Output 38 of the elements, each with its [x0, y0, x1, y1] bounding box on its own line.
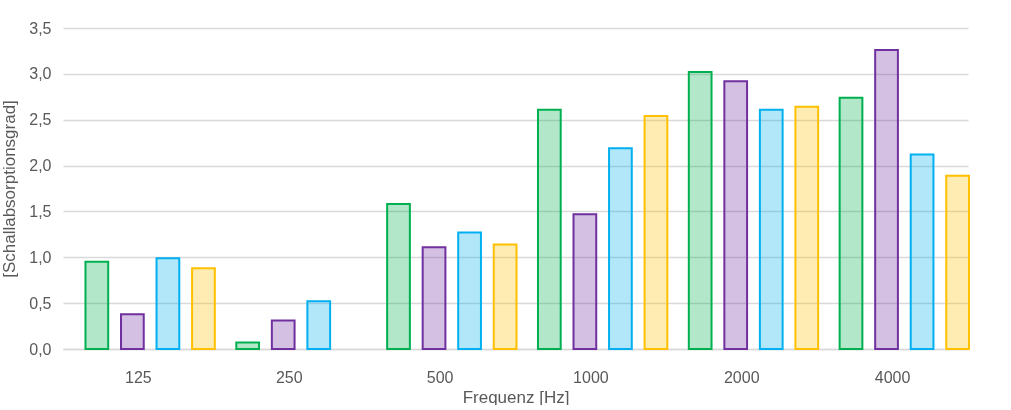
x-tick-label: 500 [426, 368, 454, 386]
bar [270, 319, 296, 350]
bar [120, 313, 145, 350]
bar [235, 341, 261, 350]
bar [386, 203, 411, 350]
x-tick-label: 2000 [723, 368, 760, 386]
bar [306, 300, 332, 350]
bar [723, 80, 749, 350]
y-tick-label: 0,0 [29, 340, 52, 358]
bar [421, 246, 447, 350]
bar [687, 71, 713, 350]
bar [84, 260, 110, 350]
x-tick-label: 250 [275, 368, 303, 386]
bar [457, 231, 482, 350]
x-tick-label: 1000 [573, 368, 609, 386]
x-tick-label: 125 [125, 368, 152, 386]
bar [608, 147, 633, 350]
bar [643, 115, 669, 350]
bar [572, 213, 598, 350]
bar [758, 108, 784, 350]
x-tick-label: 4000 [874, 368, 911, 386]
y-tick-label: 0,5 [29, 294, 52, 312]
y-tick-label: 3,5 [29, 19, 52, 37]
y-tick-label: 2,0 [29, 157, 52, 175]
bar [191, 267, 216, 350]
bar [838, 96, 864, 350]
bar [492, 243, 518, 350]
y-axis-title: [Schallabsorptionsgrad] [0, 100, 20, 278]
bar [794, 105, 820, 350]
bar [945, 174, 970, 350]
y-tick-label: 1,5 [29, 202, 52, 220]
bar [909, 153, 935, 350]
y-tick-label: 1,0 [29, 248, 52, 266]
y-tick-label: 2,5 [29, 111, 52, 129]
bar [874, 49, 899, 350]
bar [536, 108, 562, 350]
bar [155, 257, 181, 350]
y-tick-label: 3,0 [29, 65, 52, 83]
